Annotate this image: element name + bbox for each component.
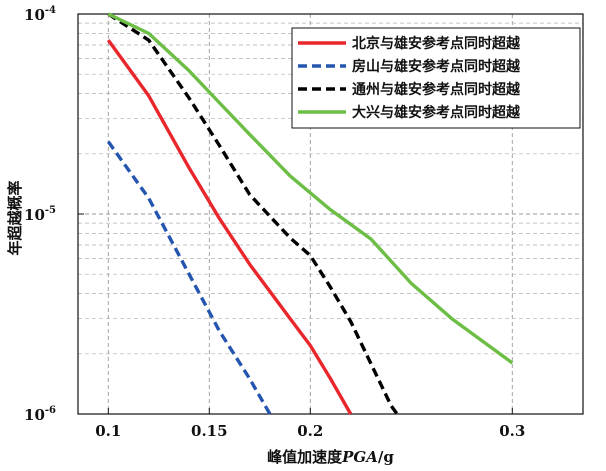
series-line-1	[106, 39, 353, 415]
x-axis-ticks: 0.1 0.15 0.2 0.3	[95, 408, 525, 440]
legend-label-4: 大兴与雄安参考点同时超越	[352, 104, 521, 121]
y-axis-ticks: 10-6 10-5 10-4	[24, 5, 84, 424]
y-tick-label: 10-4	[24, 5, 56, 24]
series-line-4	[107, 12, 514, 365]
y-tick-label: 10-5	[24, 205, 56, 224]
legend-label-1: 北京与雄安参考点同时超越	[352, 35, 521, 52]
x-tick-label: 0.3	[499, 422, 525, 440]
x-axis-label-italic: PGA	[341, 448, 378, 466]
legend-label-2: 房山与雄安参考点同时超越	[352, 58, 521, 75]
x-tick-label: 0.1	[95, 422, 121, 440]
series-line-3	[107, 12, 399, 416]
series-layer	[106, 12, 514, 416]
y-tick-label: 10-6	[24, 405, 56, 424]
legend: 北京与雄安参考点同时超越房山与雄安参考点同时超越通州与雄安参考点同时超越大兴与雄…	[291, 27, 581, 129]
x-axis-label: 峰值加速度	[267, 448, 343, 466]
legend-label-3: 通州与雄安参考点同时超越	[352, 81, 521, 98]
x-tick-label: 0.2	[297, 422, 323, 440]
x-tick-label: 0.15	[191, 422, 228, 440]
y-axis-title: 年超越概率	[6, 180, 24, 255]
x-axis-label-unit: /g	[378, 448, 394, 466]
series-line-2	[106, 140, 272, 415]
x-axis-title: 峰值加速度PGA/g	[267, 448, 394, 466]
